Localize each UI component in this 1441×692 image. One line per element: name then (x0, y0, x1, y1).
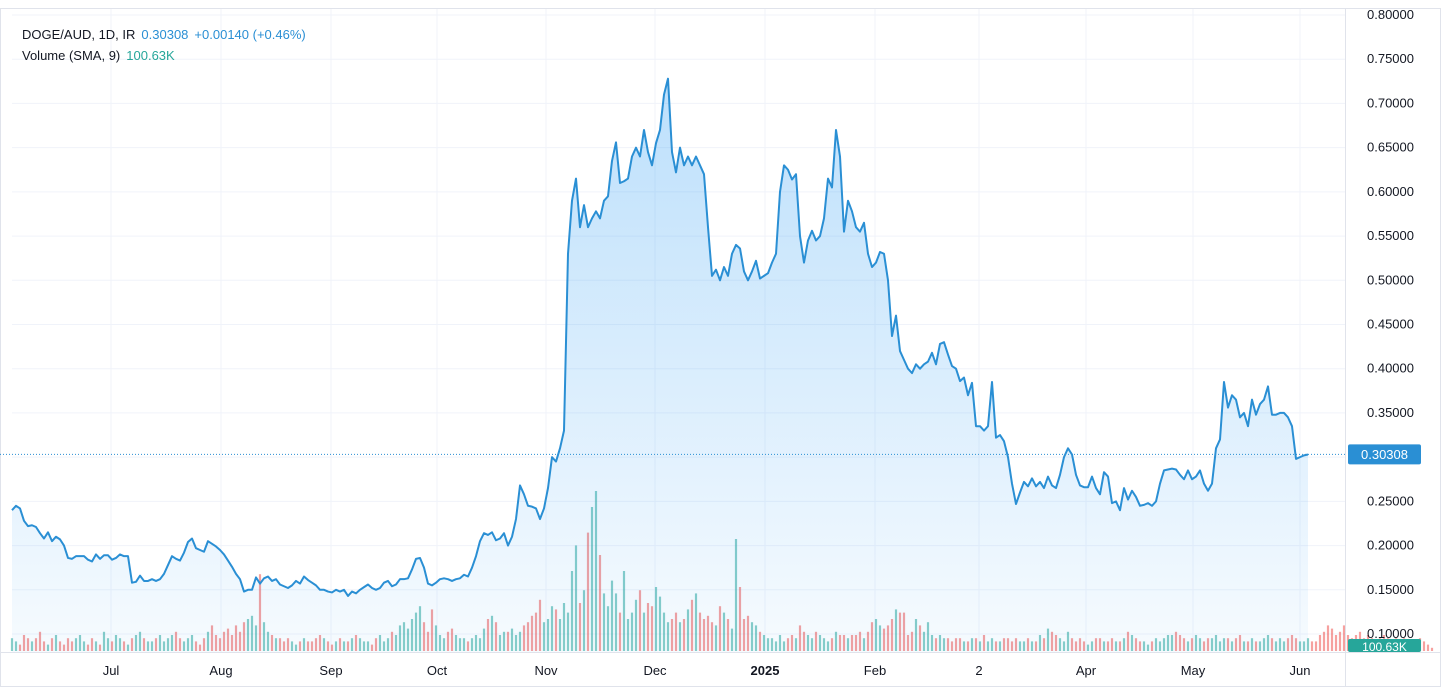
y-tick-label: 0.45000 (1367, 317, 1414, 332)
volume-bar (1326, 625, 1330, 651)
y-tick-label: 0.15000 (1367, 582, 1414, 597)
chart-legend: DOGE/AUD, 1D, IR 0.30308 +0.00140 (+0.46%)… (22, 24, 306, 66)
volume-bar (1338, 631, 1342, 651)
legend-last-price: 0.30308 (141, 27, 189, 42)
last-volume-badge (1348, 639, 1421, 652)
y-tick-label: 0.35000 (1367, 405, 1414, 420)
volume-bar (1310, 641, 1314, 651)
x-tick-label: Nov (534, 663, 558, 678)
x-tick-label: Jul (103, 663, 120, 678)
y-tick-label: 0.60000 (1367, 184, 1414, 199)
legend-symbol: DOGE/AUD, 1D, IR (22, 27, 136, 42)
volume-bar (1314, 641, 1318, 651)
last-volume-label: 100.63K (1362, 640, 1407, 654)
x-tick-label: Sep (319, 663, 342, 678)
x-tick-label: 2 (975, 663, 982, 678)
legend-price-row: DOGE/AUD, 1D, IR 0.30308 +0.00140 (+0.46%) (22, 24, 306, 45)
x-tick-label: Apr (1076, 663, 1097, 678)
legend-volume-value: 100.63K (126, 48, 175, 63)
legend-change: +0.00140 (+0.46%) (194, 27, 306, 42)
price-line[interactable] (11, 77, 1309, 597)
last-price-label: 0.30308 (1361, 447, 1408, 462)
y-tick-label: 0.55000 (1367, 228, 1414, 243)
volume-bar (1318, 635, 1322, 651)
legend-volume-row: Volume (SMA, 9) 100.63K (22, 45, 306, 66)
x-tick-label: Aug (209, 663, 232, 678)
x-tick-label: Jun (1290, 663, 1311, 678)
y-tick-label: 0.25000 (1367, 493, 1414, 508)
y-tick-label: 0.65000 (1367, 140, 1414, 155)
y-tick-label: 0.75000 (1367, 51, 1414, 66)
x-tick-label: Oct (427, 663, 448, 678)
volume-bar (1342, 625, 1346, 651)
x-tick-label: 2025 (751, 663, 780, 678)
y-tick-label: 0.40000 (1367, 361, 1414, 376)
x-tick-label: Dec (643, 663, 667, 678)
volume-bar (1322, 631, 1326, 651)
y-tick-label: 0.50000 (1367, 272, 1414, 287)
volume-bar (1426, 644, 1430, 651)
y-tick-label: 0.20000 (1367, 538, 1414, 553)
volume-bar (1430, 647, 1434, 651)
price-area-fill (12, 78, 1308, 653)
volume-bar (1422, 641, 1426, 651)
last-price-badge (1348, 444, 1421, 465)
volume-bar (1330, 628, 1334, 651)
x-tick-label: May (1181, 663, 1206, 678)
y-tick-label: 0.70000 (1367, 95, 1414, 110)
legend-volume-label: Volume (SMA, 9) (22, 48, 121, 63)
y-tick-label: 0.10000 (1367, 626, 1414, 641)
y-tick-label: 0.80000 (1367, 7, 1414, 22)
x-tick-label: Feb (864, 663, 886, 678)
volume-bar (1334, 635, 1338, 651)
